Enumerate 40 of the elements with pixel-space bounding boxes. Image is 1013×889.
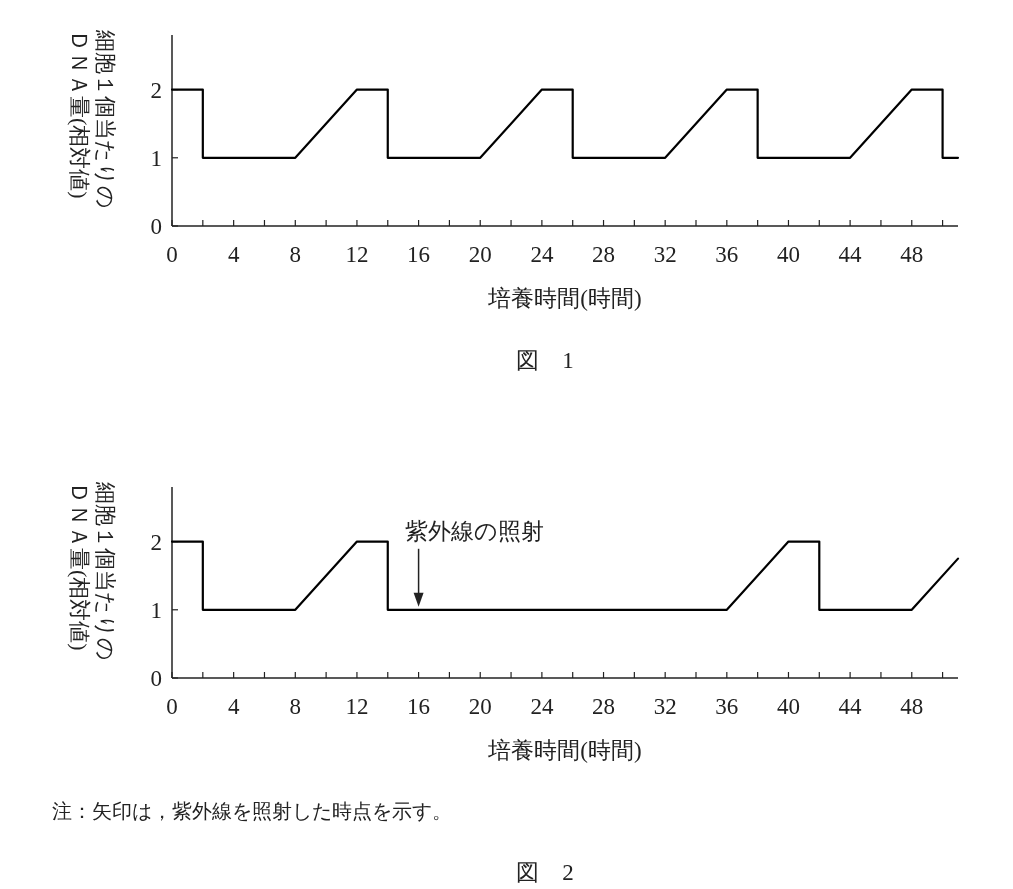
x-tick-label: 28 bbox=[592, 242, 616, 267]
x-axis-title: 培養時間(時間) bbox=[487, 286, 642, 311]
x-tick-label: 44 bbox=[838, 242, 863, 267]
y-tick-label: 2 bbox=[150, 529, 162, 555]
x-tick-label: 36 bbox=[715, 242, 739, 267]
x-tick-label: 44 bbox=[838, 694, 863, 719]
x-tick-label: 8 bbox=[289, 242, 302, 267]
y-tick-label: 2 bbox=[150, 77, 162, 103]
annotation: 紫外線の照射 bbox=[404, 518, 544, 544]
x-tick-label: 12 bbox=[345, 694, 369, 719]
x-tick-label: 0 bbox=[166, 694, 178, 719]
y-tick-label: 1 bbox=[150, 145, 162, 171]
x-tick-label: 4 bbox=[227, 242, 240, 267]
x-tick-label: 24 bbox=[530, 694, 554, 719]
x-tick-label: 20 bbox=[468, 694, 492, 719]
y-tick-label: 0 bbox=[150, 214, 162, 239]
x-tick-label: 4 bbox=[227, 694, 240, 719]
x-tick-label: 0 bbox=[166, 242, 178, 267]
x-tick-label: 16 bbox=[407, 694, 431, 719]
x-tick-label: 48 bbox=[900, 242, 924, 267]
y-axis-title: 細胞１個当たりのＤＮＡ量(相対値) bbox=[66, 481, 118, 663]
x-tick-label: 48 bbox=[900, 694, 924, 719]
y-tick-label: 0 bbox=[150, 666, 162, 691]
x-tick-label: 16 bbox=[407, 242, 431, 267]
text: 注：矢印は，紫外線を照射した時点を示す。 bbox=[52, 800, 452, 822]
x-tick-label: 40 bbox=[776, 242, 800, 267]
x-tick-label: 12 bbox=[345, 242, 369, 267]
y-tick-label: 1 bbox=[150, 597, 162, 623]
x-tick-label: 32 bbox=[653, 694, 677, 719]
x-tick-label: 32 bbox=[653, 242, 677, 267]
y-axis-title: 細胞１個当たりのＤＮＡ量(相対値) bbox=[66, 29, 118, 211]
x-tick-label: 36 bbox=[715, 694, 739, 719]
x-tick-label: 28 bbox=[592, 694, 616, 719]
x-axis-title: 培養時間(時間) bbox=[487, 738, 642, 763]
x-tick-label: 8 bbox=[289, 694, 302, 719]
x-tick-label: 20 bbox=[468, 242, 492, 267]
x-tick-label: 24 bbox=[530, 242, 554, 267]
text: 図 2 bbox=[516, 860, 574, 885]
x-tick-label: 40 bbox=[776, 694, 800, 719]
text: 図 1 bbox=[516, 348, 574, 373]
